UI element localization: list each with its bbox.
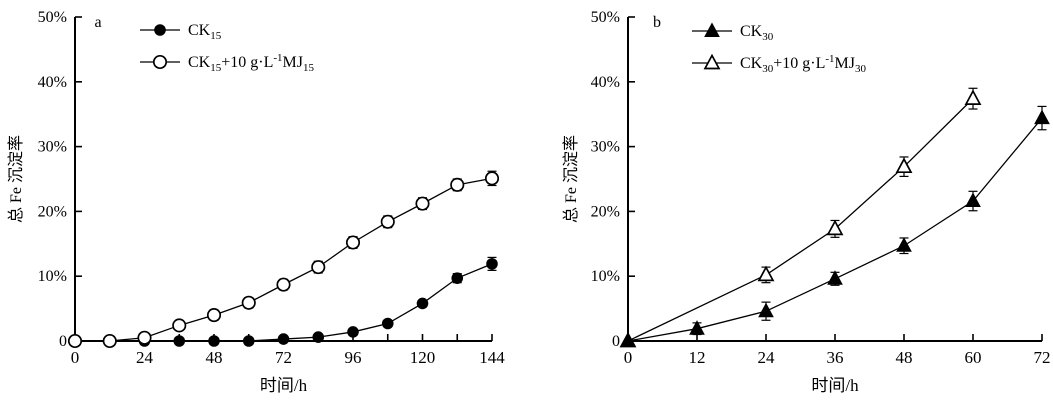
panel-a: 0 10% 20% 30% 40% 50% 0 24 48 72 96 120 144 时间/h 总 Fe … [7,9,505,395]
legend-label: CK30 [740,23,774,43]
data-point-marker [311,260,326,275]
data-point-marker [826,219,844,236]
y-tick-label: 40% [38,74,67,91]
data-point-marker [173,335,186,347]
data-point-marker [241,295,256,310]
data-point-marker [152,54,168,70]
data-point-marker [1034,109,1050,125]
y-tick-label: 40% [591,74,620,91]
data-point-marker [965,192,981,208]
x-axis-label: 时间/h [260,376,308,395]
x-tick-label: 96 [345,348,362,367]
series-line [75,263,493,342]
data-point-marker [895,157,913,174]
x-tick-label: 0 [71,348,80,367]
data-point-marker [689,320,705,335]
x-tick-label: 24 [758,348,776,367]
y-tick-label: 30% [38,139,67,156]
y-axis-label: 总 Fe 沉淀率 [7,135,25,223]
legend-item: CK15 [140,22,222,42]
data-point-marker [758,302,774,318]
x-tick-label: 36 [827,348,844,367]
data-point-marker [206,308,222,323]
data-point-marker [137,330,152,345]
data-point-marker [380,214,395,229]
x-tick-label: 144 [479,348,505,367]
data-point-marker [896,237,912,252]
y-tick-label: 10% [591,268,620,285]
data-point-marker [757,265,775,282]
x-tick-label: 12 [689,348,706,367]
x-tick-label: 0 [624,348,633,367]
legend-label: CK30+10 g·L-1MJ30 [740,53,866,75]
y-tick-label: 0 [59,333,67,350]
data-point-marker [172,318,187,333]
series-line [627,98,974,342]
y-axis-label: 总 Fe 沉淀率 [562,135,580,223]
series-triangle-filled [620,105,1050,347]
series-circle-filled [69,256,498,347]
x-tick-label: 72 [1034,348,1051,367]
legend-label: CK15 [188,22,222,42]
panel-letter: b [653,14,661,31]
data-point-marker [416,297,429,310]
data-point-marker [964,89,982,105]
x-tick-label: 48 [896,348,913,367]
data-point-marker [415,196,430,211]
data-point-marker [276,277,291,292]
panel-letter: a [94,14,101,31]
x-tick-label: 24 [136,348,154,367]
data-point-marker [704,22,720,37]
y-tick-label: 50% [38,9,67,26]
data-point-marker [484,171,500,186]
data-point-marker [703,53,721,70]
data-point-marker [277,333,290,345]
y-tick-label: 30% [591,139,620,156]
legend-item: CK30 [692,22,774,43]
y-tick-label: 0 [612,333,620,350]
legend: CK15 CK15+10 g·L-1MJ15 [140,22,314,74]
data-point-marker [620,332,636,347]
data-point-marker [347,326,359,338]
panel-b: 0 10% 20% 30% 40% 50% 0 12 24 36 48 60 72 时间/h 总 Fe 沉淀… [562,9,1051,395]
data-point-marker [312,331,325,343]
axes: 0 10% 20% 30% 40% 50% 0 12 24 36 48 60 72 [591,9,1051,367]
legend-item: CK15+10 g·L-1MJ15 [140,52,314,74]
data-point-marker [102,333,117,349]
x-tick-label: 120 [410,348,436,367]
data-point-marker [208,335,220,347]
data-point-marker [67,333,83,349]
x-tick-label: 48 [206,348,223,367]
series-circle-open [67,170,500,349]
data-point-marker [242,335,255,347]
x-tick-label: 72 [275,348,292,367]
legend: CK30 CK30+10 g·L-1MJ30 [692,22,866,75]
x-tick-label: 60 [965,348,982,367]
y-tick-label: 20% [38,203,67,220]
data-point-marker [827,270,843,285]
y-tick-label: 10% [38,268,67,285]
y-tick-label: 50% [591,9,620,26]
x-axis-label: 时间/h [811,376,859,395]
data-point-marker [381,317,394,330]
data-point-marker [154,24,166,36]
y-tick-label: 20% [591,203,620,220]
data-point-marker [451,272,464,284]
series-triangle-open [619,87,982,348]
legend-item: CK30+10 g·L-1MJ30 [692,53,866,75]
data-point-marker [345,235,361,250]
data-point-marker [486,258,498,270]
data-point-marker [450,177,465,192]
legend-label: CK15+10 g·L-1MJ15 [188,52,314,74]
